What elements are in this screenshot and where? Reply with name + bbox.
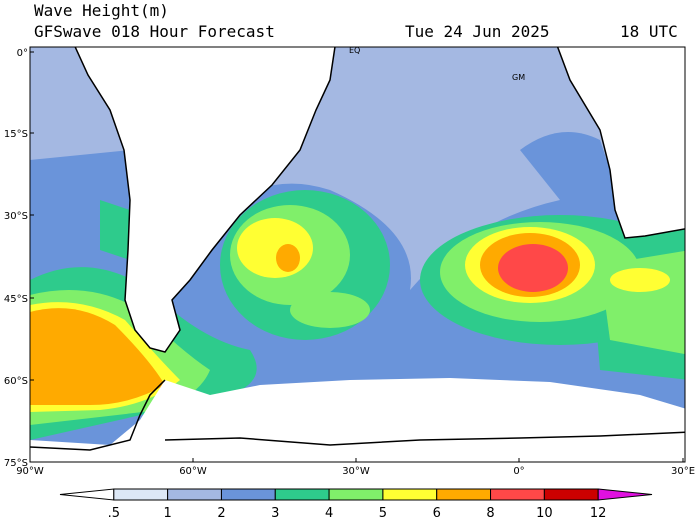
lon-label: 0° (513, 466, 524, 477)
legend-label: 4 (325, 506, 333, 521)
legend-swatch (328, 488, 384, 501)
lat-label: 45°S (4, 294, 28, 305)
subtitle: GFSwave 018 Hour Forecast (34, 22, 275, 41)
region (610, 268, 670, 292)
region (498, 244, 568, 292)
time: 18 UTC (620, 22, 678, 41)
sea-ice (30, 378, 685, 462)
lon-label: 30°W (342, 466, 370, 477)
legend-swatch (113, 488, 169, 501)
lon-label: 60°W (179, 466, 207, 477)
legend-label: .5 (108, 506, 120, 521)
lat-label: 75°S (4, 458, 28, 469)
lat-label: 60°S (4, 376, 28, 387)
legend-label: 5 (379, 506, 387, 521)
legend-label: 3 (271, 506, 279, 521)
africa (556, 47, 685, 239)
legend-label: 10 (536, 506, 553, 521)
region (290, 292, 370, 328)
region (520, 132, 620, 200)
lon-label: 90°W (16, 466, 44, 477)
date: Tue 24 Jun 2025 (405, 22, 550, 41)
map-frame (29, 46, 686, 463)
legend-swatch (597, 488, 653, 501)
eq-marker: EQ (349, 46, 360, 55)
region (30, 308, 165, 405)
lat-label: 30°S (4, 211, 28, 222)
lat-label: 15°S (4, 129, 28, 140)
gm-marker: GM (512, 73, 525, 82)
legend-swatch (59, 488, 115, 501)
south-america (74, 47, 336, 353)
legend-swatch (382, 488, 438, 501)
legend-swatch (543, 488, 599, 501)
legend-label: 6 (433, 506, 441, 521)
title: Wave Height(m) (34, 1, 169, 20)
region (100, 200, 130, 260)
region (600, 250, 685, 355)
legend-swatch (490, 488, 545, 501)
legend-swatch (220, 488, 276, 501)
legend-swatch (274, 488, 330, 501)
legend-swatch (436, 488, 492, 501)
legend-label: 1 (163, 506, 171, 521)
legend-swatch (167, 488, 222, 501)
antarctica-coast (30, 379, 685, 451)
legend-label: 2 (217, 506, 225, 521)
lon-label: 30°E (671, 466, 695, 477)
region (237, 218, 313, 278)
legend-label: 8 (486, 506, 494, 521)
legend-label: 12 (590, 506, 607, 521)
region (276, 244, 300, 272)
map-field (30, 47, 685, 462)
lat-label: 0° (17, 48, 28, 59)
